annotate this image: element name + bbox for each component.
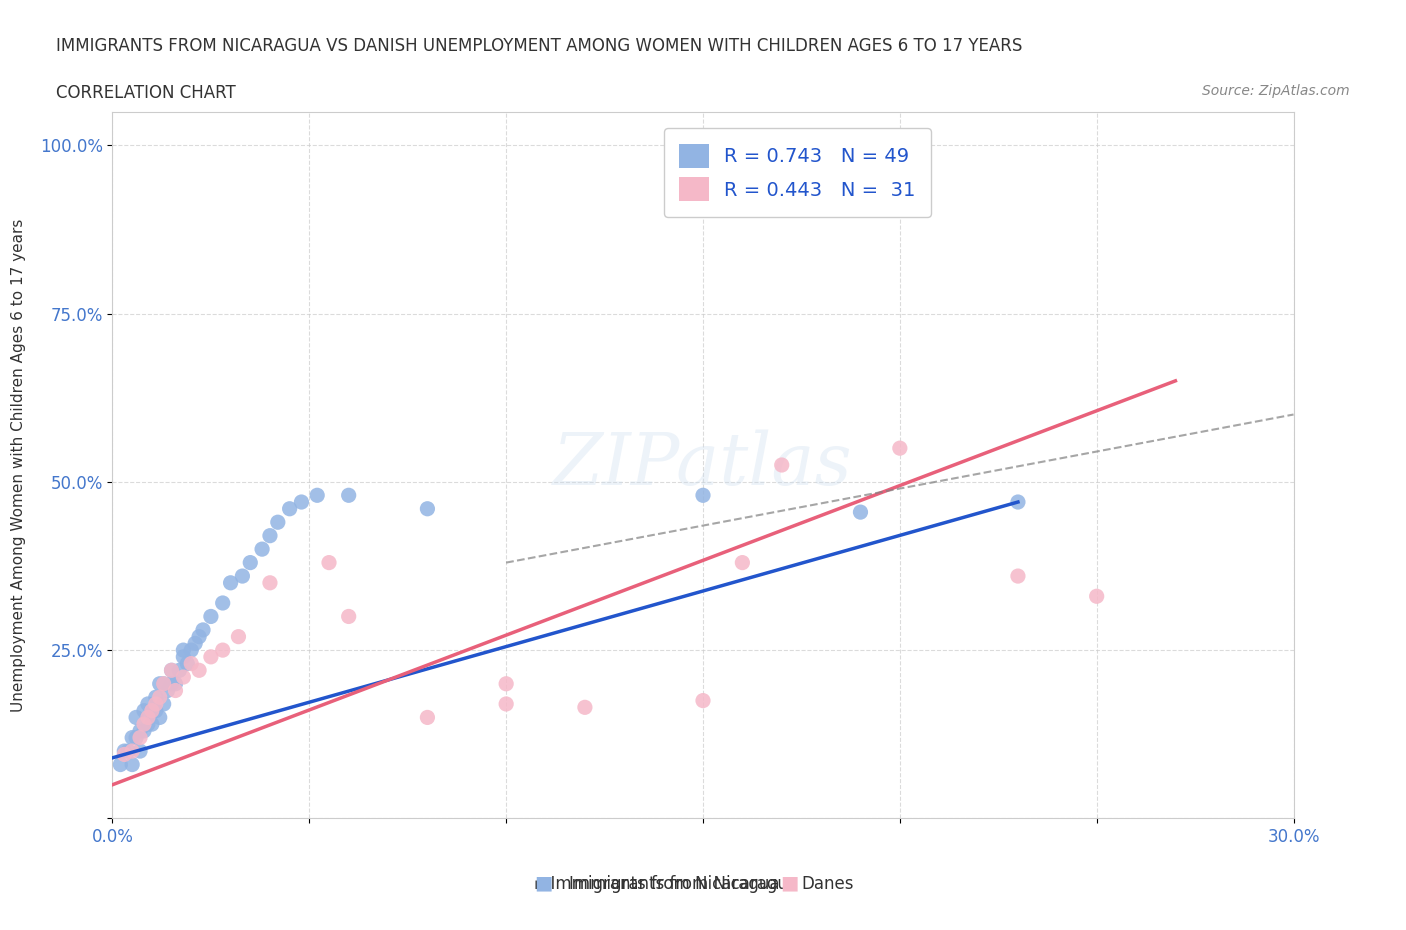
Point xyxy=(172,643,194,658)
Point xyxy=(495,676,517,691)
Point xyxy=(172,670,194,684)
Point xyxy=(121,744,143,759)
Point xyxy=(160,676,183,691)
Point xyxy=(129,730,152,745)
Point xyxy=(149,690,172,705)
Point xyxy=(1361,185,1384,200)
Point xyxy=(318,555,340,570)
Point xyxy=(228,630,250,644)
Point xyxy=(165,676,187,691)
Point xyxy=(188,630,211,644)
Point xyxy=(889,441,911,456)
Point xyxy=(188,663,211,678)
Point xyxy=(169,663,191,678)
Point xyxy=(239,555,262,570)
Text: CORRELATION CHART: CORRELATION CHART xyxy=(56,84,236,101)
Point xyxy=(149,676,172,691)
Point xyxy=(849,505,872,520)
Point xyxy=(200,609,222,624)
Point xyxy=(152,676,174,691)
Point xyxy=(132,717,155,732)
Point xyxy=(184,636,207,651)
Point xyxy=(125,730,148,745)
Text: Source: ZipAtlas.com: Source: ZipAtlas.com xyxy=(1202,84,1350,98)
Point xyxy=(156,683,179,698)
Point xyxy=(176,657,198,671)
Point xyxy=(125,710,148,724)
Point xyxy=(145,697,167,711)
Point xyxy=(160,663,183,678)
Point xyxy=(141,703,163,718)
Point xyxy=(574,700,596,715)
Point xyxy=(172,649,194,664)
Point xyxy=(160,663,183,678)
Point xyxy=(416,501,439,516)
Legend: R = 0.743   N = 49, R = 0.443   N =  31: R = 0.743 N = 49, R = 0.443 N = 31 xyxy=(664,128,931,217)
Point xyxy=(267,515,290,530)
Y-axis label: Unemployment Among Women with Children Ages 6 to 17 years: Unemployment Among Women with Children A… xyxy=(11,219,25,711)
Point xyxy=(1085,589,1108,604)
Point xyxy=(278,501,301,516)
Text: ■: ■ xyxy=(780,874,799,893)
Point xyxy=(180,643,202,658)
Text: ZIPatlas: ZIPatlas xyxy=(553,430,853,500)
Point xyxy=(259,576,281,591)
Point xyxy=(112,747,135,762)
Point xyxy=(121,730,143,745)
Point xyxy=(110,757,132,772)
Point xyxy=(129,744,152,759)
Point xyxy=(337,609,360,624)
Point xyxy=(152,676,174,691)
Point xyxy=(211,595,233,610)
Point xyxy=(211,643,233,658)
Point xyxy=(132,703,155,718)
Text: Danes: Danes xyxy=(801,875,853,893)
Point xyxy=(1007,568,1029,583)
Point xyxy=(141,703,163,718)
Point xyxy=(770,458,793,472)
Text: IMMIGRANTS FROM NICARAGUA VS DANISH UNEMPLOYMENT AMONG WOMEN WITH CHILDREN AGES : IMMIGRANTS FROM NICARAGUA VS DANISH UNEM… xyxy=(56,37,1022,55)
Point xyxy=(1007,495,1029,510)
Text: ■: ■ xyxy=(534,874,553,893)
Point xyxy=(180,657,202,671)
Point xyxy=(136,717,159,732)
Point xyxy=(337,488,360,503)
Point xyxy=(129,724,152,738)
Point xyxy=(136,710,159,724)
Text: ▪ Immigrants from Nicaragua: ▪ Immigrants from Nicaragua xyxy=(534,875,780,893)
Point xyxy=(290,495,312,510)
Point xyxy=(231,568,253,583)
Point xyxy=(149,710,172,724)
Point xyxy=(191,622,214,637)
Point xyxy=(200,649,222,664)
Point xyxy=(731,555,754,570)
Point xyxy=(145,703,167,718)
Point xyxy=(165,683,187,698)
Point xyxy=(259,528,281,543)
Point xyxy=(307,488,329,503)
Point xyxy=(152,697,174,711)
Point xyxy=(132,724,155,738)
Point xyxy=(121,757,143,772)
Point xyxy=(692,488,714,503)
Text: Immigrants from Nicaragua: Immigrants from Nicaragua xyxy=(569,875,799,893)
Point xyxy=(145,690,167,705)
Point xyxy=(136,697,159,711)
Point xyxy=(112,744,135,759)
Point xyxy=(416,710,439,724)
Point xyxy=(219,576,242,591)
Point xyxy=(250,541,273,556)
Point xyxy=(495,697,517,711)
Point xyxy=(117,744,139,759)
Point xyxy=(692,693,714,708)
Point xyxy=(141,717,163,732)
